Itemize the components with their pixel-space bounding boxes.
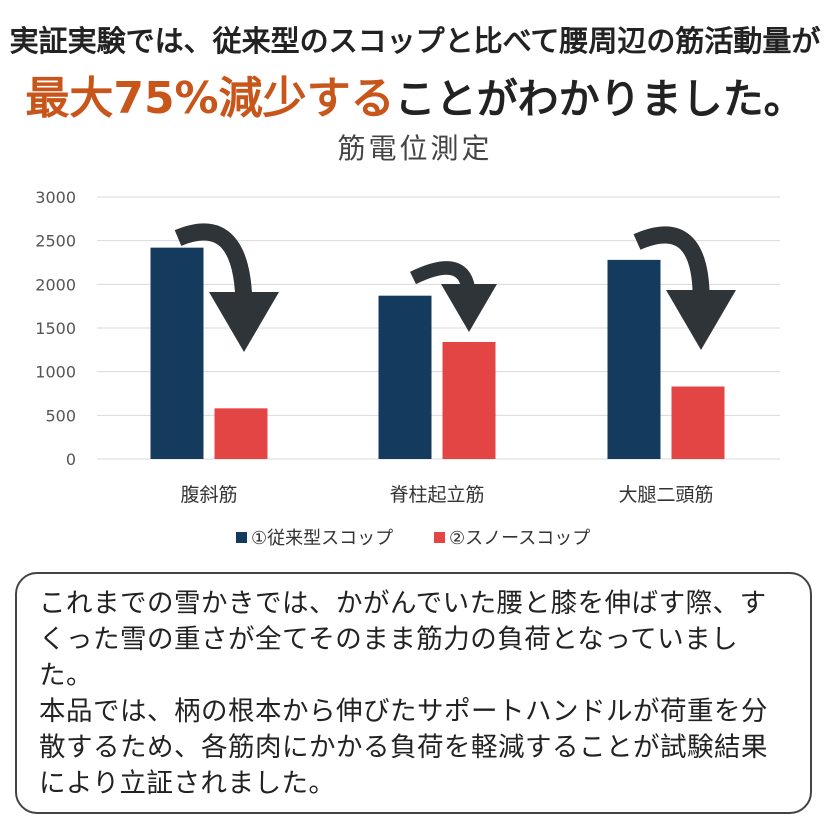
curved-arrow-head xyxy=(209,292,279,352)
bar xyxy=(378,295,432,459)
bar xyxy=(214,408,268,459)
curved-arrow-shaft xyxy=(174,223,253,313)
headline-line1: 実証実験では、従来型のスコップと比べて腰周辺の筋活動量が xyxy=(9,24,821,58)
legend-swatch xyxy=(434,532,445,543)
curved-arrow-shaft xyxy=(633,226,710,311)
curved-arrow-head xyxy=(666,290,736,350)
headline-line2: 最大75%減少することがわかりました。 xyxy=(0,62,830,126)
x-tick-label: 腹斜筋 xyxy=(180,484,237,506)
bar xyxy=(442,341,496,459)
description-paragraph-1: これまでの雪かきでは、かがんでいた腰と膝を伸ばす際、すくった雪の重さが全てそのま… xyxy=(39,588,767,691)
bar xyxy=(671,386,725,459)
curved-arrow-head xyxy=(441,284,497,332)
y-tick-label: 500 xyxy=(45,406,76,425)
y-tick-label: 1000 xyxy=(35,363,76,382)
headline-accent: 最大75%減少する xyxy=(25,73,395,124)
x-tick-label: 大腿二頭筋 xyxy=(618,484,713,506)
y-tick-label: 1500 xyxy=(35,319,76,338)
legend-swatch xyxy=(236,532,247,543)
headline-rest: ことがわかりました。 xyxy=(394,75,805,123)
y-tick-label: 0 xyxy=(66,450,76,469)
chart-title: 筋電位測定 xyxy=(337,132,492,165)
x-tick-label: 脊柱起立筋 xyxy=(389,484,484,506)
y-tick-label: 2500 xyxy=(35,232,76,251)
description-paragraph-2: 本品では、柄の根本から伸びたサポートハンドルが荷重を分散するため、各筋肉にかかる… xyxy=(39,696,768,799)
legend-label: ②スノースコップ xyxy=(449,528,590,549)
bar xyxy=(607,259,661,459)
emg-chart: 筋電位測定 0 500 1000 1500 2000 2500 3000 腹斜筋 脊柱起立筋 大腿二… xyxy=(35,132,780,549)
y-tick-label: 3000 xyxy=(35,188,76,207)
legend-label: ①従来型スコップ xyxy=(251,528,393,549)
description-box: これまでの雪かきでは、かがんでいた腰と膝を伸ばす際、すくった雪の重さが全てそのま… xyxy=(15,572,812,814)
bar xyxy=(150,247,204,459)
y-tick-label: 2000 xyxy=(35,275,76,294)
